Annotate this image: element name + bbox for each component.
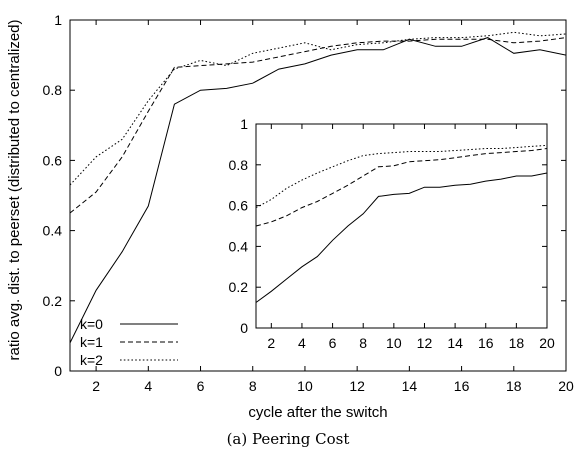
inset-series-k-1 bbox=[255, 148, 548, 227]
main-x-tick-label: 14 bbox=[402, 378, 418, 394]
main-y-tick-label: 0.2 bbox=[43, 293, 63, 309]
legend-label-k-0: k=0 bbox=[80, 316, 103, 332]
inset-x-tick-label: 16 bbox=[478, 335, 494, 351]
figure-caption: (a) Peering Cost bbox=[227, 430, 350, 448]
main-series-k-1 bbox=[69, 37, 567, 214]
inset-y-tick-label: 0.4 bbox=[229, 238, 249, 254]
inset-y-tick-label: 0 bbox=[240, 320, 248, 336]
inset-x-tick-label: 6 bbox=[329, 335, 337, 351]
main-x-tick-label: 12 bbox=[349, 378, 365, 394]
inset-y-tick-label: 1 bbox=[240, 116, 248, 132]
main-y-tick-label: 0.8 bbox=[43, 82, 63, 98]
main-x-tick-label: 16 bbox=[454, 378, 470, 394]
legend-label-k-1: k=1 bbox=[80, 334, 103, 350]
inset-y-tick-label: 0.6 bbox=[229, 198, 249, 214]
main-y-tick-label: 0.6 bbox=[43, 152, 63, 168]
inset-y-tick-label: 0.2 bbox=[229, 279, 249, 295]
inset-series-k-0 bbox=[255, 172, 548, 303]
y-axis-title: ratio avg. dist. to peerset (distributed… bbox=[6, 19, 23, 360]
inset-x-tick-label: 18 bbox=[509, 335, 525, 351]
inset-plot: 2 4 6 8 10 12 14 16 18 20 0 0.2 0.4 0.6 0.8 1 bbox=[229, 116, 555, 351]
inset-x-tick-label: 10 bbox=[386, 335, 402, 351]
main-x-tick-label: 2 bbox=[92, 378, 100, 394]
inset-series-k-2 bbox=[255, 144, 548, 209]
inset-x-tick-label: 4 bbox=[298, 335, 306, 351]
main-x-tick-label: 20 bbox=[558, 378, 574, 394]
inset-x-tick-label: 14 bbox=[447, 335, 463, 351]
main-x-tick-label: 10 bbox=[297, 378, 313, 394]
inset-x-tick-label: 8 bbox=[359, 335, 367, 351]
main-y-tick-label: 0.4 bbox=[43, 223, 63, 239]
main-x-tick-label: 8 bbox=[249, 378, 257, 394]
legend-label-k-2: k=2 bbox=[80, 352, 103, 368]
main-x-tick-label: 6 bbox=[197, 378, 205, 394]
main-x-tick-label: 4 bbox=[144, 378, 152, 394]
main-x-tick-label: 18 bbox=[506, 378, 522, 394]
inset-y-tick-label: 0.8 bbox=[229, 157, 249, 173]
x-axis-title: cycle after the switch bbox=[248, 404, 387, 421]
inset-background bbox=[256, 124, 547, 328]
inset-x-tick-label: 2 bbox=[267, 335, 275, 351]
inset-x-tick-label: 20 bbox=[539, 335, 555, 351]
main-y-tick-label: 1 bbox=[54, 12, 62, 28]
main-frame bbox=[69, 19, 567, 372]
main-y-tick-label: 0 bbox=[54, 363, 62, 379]
inset-x-tick-label: 12 bbox=[417, 335, 433, 351]
